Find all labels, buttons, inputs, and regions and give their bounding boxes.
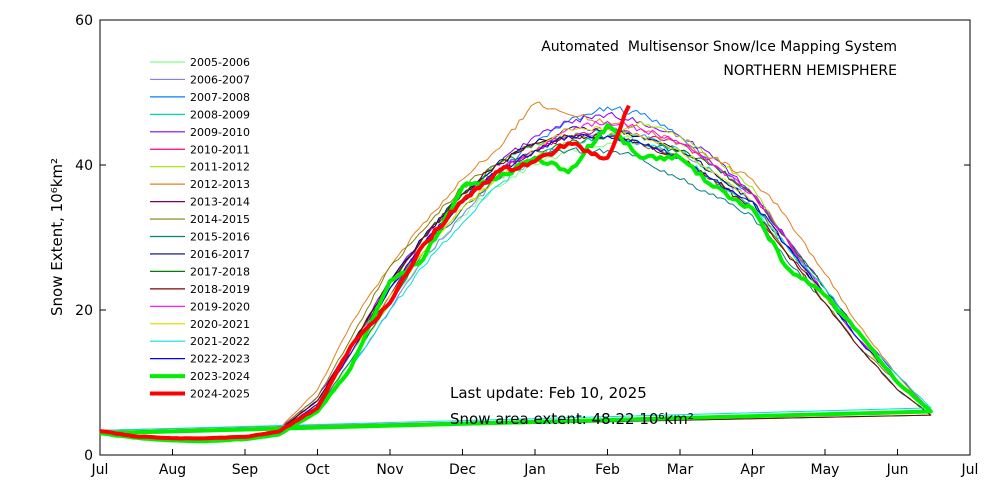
x-tick-label: Mar: [667, 462, 694, 478]
legend-label: 2013-2014: [190, 196, 250, 209]
legend-label: 2008-2009: [190, 108, 250, 121]
y-tick-label: 20: [75, 303, 93, 319]
x-tick-label: Oct: [305, 462, 330, 478]
legend-label: 2015-2016: [190, 231, 250, 244]
x-tick-label: Aug: [159, 462, 186, 478]
legend-label: 2017-2018: [190, 265, 250, 278]
legend: 2005-2006 2006-2007 2007-2008 2008-2009 2009…: [150, 56, 250, 401]
legend-label: 2018-2019: [190, 283, 250, 296]
legend-label: 2023-2024: [190, 370, 250, 383]
x-tick-label: Apr: [740, 462, 764, 478]
legend-label: 2007-2008: [190, 91, 250, 104]
legend-label: 2011-2012: [190, 161, 250, 174]
x-tick-label: Jul: [91, 462, 109, 478]
legend-label: 2009-2010: [190, 126, 250, 139]
legend-label: 2019-2020: [190, 300, 250, 313]
x-tick-label: Dec: [449, 462, 476, 478]
legend-label: 2021-2022: [190, 335, 250, 348]
y-tick-label: 40: [75, 158, 93, 174]
legend-label: 2012-2013: [190, 178, 250, 191]
legend-label: 2010-2011: [190, 143, 250, 156]
x-tick-label: Jun: [886, 462, 909, 478]
legend-label: 2024-2025: [190, 388, 250, 401]
legend-label: 2016-2017: [190, 248, 250, 261]
last-update-annotation: Last update: Feb 10, 2025: [450, 384, 647, 402]
x-tick-label: Jul: [961, 462, 979, 478]
legend-label: 2022-2023: [190, 353, 250, 366]
x-tick-label: Feb: [595, 462, 620, 478]
y-tick-label: 60: [75, 13, 93, 29]
series-line-2024-2025: [99, 104, 631, 441]
series-layer: [99, 101, 933, 444]
chart-subtitle: NORTHERN HEMISPHERE: [723, 63, 897, 79]
y-tick-label: 0: [84, 448, 93, 464]
series-line-2023-2024: [99, 123, 933, 444]
legend-label: 2014-2015: [190, 213, 250, 226]
x-tick-label: Nov: [376, 462, 403, 478]
chart-title: Automated Multisensor Snow/Ice Mapping S…: [541, 39, 897, 55]
legend-label: 2006-2007: [190, 73, 250, 86]
x-tick-label: Jan: [523, 462, 546, 478]
x-tick-label: May: [811, 462, 840, 478]
extent-annotation: Snow area extent: 48.22 10⁶km²: [450, 410, 694, 428]
x-tick-label: Sep: [232, 462, 259, 478]
legend-label: 2005-2006: [190, 56, 250, 69]
y-axis-label: Snow Extent, 10⁶km²: [48, 158, 66, 316]
legend-label: 2020-2021: [190, 318, 250, 331]
axes-layer: Jul Aug Sep Oct Nov Dec Jan Feb Mar Apr May Jun Jul0…: [75, 13, 978, 478]
